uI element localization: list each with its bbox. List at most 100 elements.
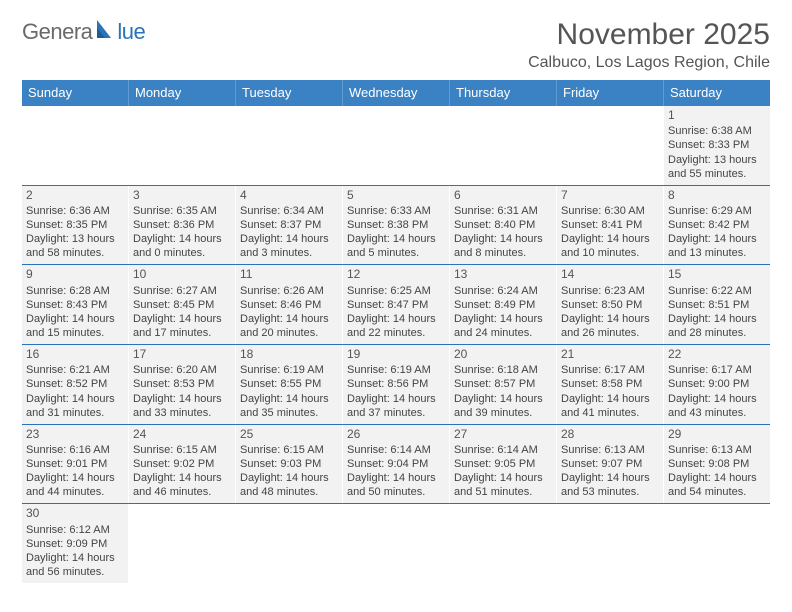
day-cell: 2Sunrise: 6:36 AMSunset: 8:35 PMDaylight… (22, 186, 129, 265)
sunset-text: Sunset: 8:35 PM (26, 218, 124, 232)
day-number: 2 (26, 188, 124, 203)
day-cell: 8Sunrise: 6:29 AMSunset: 8:42 PMDaylight… (664, 186, 770, 265)
sunset-text: Sunset: 8:43 PM (26, 298, 124, 312)
daylight-text: and 44 minutes. (26, 485, 124, 499)
day-cell: 13Sunrise: 6:24 AMSunset: 8:49 PMDayligh… (450, 265, 557, 344)
sunset-text: Sunset: 8:38 PM (347, 218, 445, 232)
daylight-text: and 15 minutes. (26, 326, 124, 340)
day-cell: 20Sunrise: 6:18 AMSunset: 8:57 PMDayligh… (450, 345, 557, 424)
day-number: 27 (454, 427, 552, 442)
sunrise-text: Sunrise: 6:13 AM (561, 443, 659, 457)
sunrise-text: Sunrise: 6:38 AM (668, 124, 766, 138)
day-number: 24 (133, 427, 231, 442)
sunrise-text: Sunrise: 6:25 AM (347, 284, 445, 298)
day-number: 14 (561, 267, 659, 282)
weekday-header: Sunday (22, 80, 129, 106)
day-cell: 18Sunrise: 6:19 AMSunset: 8:55 PMDayligh… (236, 345, 343, 424)
daylight-text: Daylight: 14 hours (454, 471, 552, 485)
day-cell: 27Sunrise: 6:14 AMSunset: 9:05 PMDayligh… (450, 425, 557, 504)
weekday-header: Saturday (664, 80, 770, 106)
sunrise-text: Sunrise: 6:15 AM (240, 443, 338, 457)
day-cell: 22Sunrise: 6:17 AMSunset: 9:00 PMDayligh… (664, 345, 770, 424)
day-number: 9 (26, 267, 124, 282)
sunset-text: Sunset: 8:53 PM (133, 377, 231, 391)
day-cell: 25Sunrise: 6:15 AMSunset: 9:03 PMDayligh… (236, 425, 343, 504)
daylight-text: Daylight: 14 hours (240, 392, 338, 406)
logo-text-2: lue (117, 19, 145, 45)
sunrise-text: Sunrise: 6:30 AM (561, 204, 659, 218)
day-number: 1 (668, 108, 766, 123)
daylight-text: Daylight: 14 hours (240, 312, 338, 326)
sunset-text: Sunset: 8:36 PM (133, 218, 231, 232)
weekday-header: Wednesday (343, 80, 450, 106)
empty-cell (236, 106, 343, 185)
sunset-text: Sunset: 9:00 PM (668, 377, 766, 391)
day-cell: 17Sunrise: 6:20 AMSunset: 8:53 PMDayligh… (129, 345, 236, 424)
sunrise-text: Sunrise: 6:36 AM (26, 204, 124, 218)
day-cell: 6Sunrise: 6:31 AMSunset: 8:40 PMDaylight… (450, 186, 557, 265)
day-number: 5 (347, 188, 445, 203)
daylight-text: Daylight: 14 hours (133, 471, 231, 485)
sunset-text: Sunset: 8:49 PM (454, 298, 552, 312)
empty-cell (343, 106, 450, 185)
daylight-text: Daylight: 14 hours (133, 312, 231, 326)
daylight-text: Daylight: 14 hours (668, 471, 766, 485)
daylight-text: Daylight: 14 hours (26, 312, 124, 326)
calendar-week: 16Sunrise: 6:21 AMSunset: 8:52 PMDayligh… (22, 345, 770, 425)
day-number: 17 (133, 347, 231, 362)
daylight-text: Daylight: 14 hours (26, 471, 124, 485)
sunset-text: Sunset: 9:02 PM (133, 457, 231, 471)
day-cell: 3Sunrise: 6:35 AMSunset: 8:36 PMDaylight… (129, 186, 236, 265)
daylight-text: and 39 minutes. (454, 406, 552, 420)
sunset-text: Sunset: 8:37 PM (240, 218, 338, 232)
daylight-text: Daylight: 14 hours (133, 232, 231, 246)
title-block: November 2025 Calbuco, Los Lagos Region,… (528, 18, 770, 72)
daylight-text: Daylight: 14 hours (454, 312, 552, 326)
daylight-text: Daylight: 13 hours (668, 153, 766, 167)
calendar-week: 9Sunrise: 6:28 AMSunset: 8:43 PMDaylight… (22, 265, 770, 345)
sunrise-text: Sunrise: 6:19 AM (240, 363, 338, 377)
daylight-text: Daylight: 14 hours (561, 232, 659, 246)
day-cell: 30Sunrise: 6:12 AMSunset: 9:09 PMDayligh… (22, 504, 129, 583)
sunrise-text: Sunrise: 6:28 AM (26, 284, 124, 298)
day-number: 30 (26, 506, 124, 521)
day-cell: 4Sunrise: 6:34 AMSunset: 8:37 PMDaylight… (236, 186, 343, 265)
sunrise-text: Sunrise: 6:15 AM (133, 443, 231, 457)
day-number: 4 (240, 188, 338, 203)
daylight-text: Daylight: 14 hours (668, 392, 766, 406)
month-title: November 2025 (528, 18, 770, 52)
sunrise-text: Sunrise: 6:23 AM (561, 284, 659, 298)
day-cell: 1Sunrise: 6:38 AMSunset: 8:33 PMDaylight… (664, 106, 770, 185)
daylight-text: and 17 minutes. (133, 326, 231, 340)
sunrise-text: Sunrise: 6:27 AM (133, 284, 231, 298)
daylight-text: Daylight: 13 hours (26, 232, 124, 246)
sunrise-text: Sunrise: 6:21 AM (26, 363, 124, 377)
sunset-text: Sunset: 9:07 PM (561, 457, 659, 471)
daylight-text: and 5 minutes. (347, 246, 445, 260)
header-row: Genera lue November 2025 Calbuco, Los La… (22, 18, 770, 72)
daylight-text: Daylight: 14 hours (561, 471, 659, 485)
sunrise-text: Sunrise: 6:19 AM (347, 363, 445, 377)
day-cell: 23Sunrise: 6:16 AMSunset: 9:01 PMDayligh… (22, 425, 129, 504)
daylight-text: and 22 minutes. (347, 326, 445, 340)
day-number: 19 (347, 347, 445, 362)
daylight-text: Daylight: 14 hours (454, 392, 552, 406)
daylight-text: and 10 minutes. (561, 246, 659, 260)
daylight-text: Daylight: 14 hours (347, 471, 445, 485)
daylight-text: and 0 minutes. (133, 246, 231, 260)
sunset-text: Sunset: 8:57 PM (454, 377, 552, 391)
daylight-text: Daylight: 14 hours (347, 312, 445, 326)
day-cell: 11Sunrise: 6:26 AMSunset: 8:46 PMDayligh… (236, 265, 343, 344)
sunrise-text: Sunrise: 6:33 AM (347, 204, 445, 218)
day-number: 23 (26, 427, 124, 442)
daylight-text: and 3 minutes. (240, 246, 338, 260)
empty-cell (664, 504, 770, 583)
daylight-text: and 51 minutes. (454, 485, 552, 499)
empty-cell (450, 106, 557, 185)
daylight-text: Daylight: 14 hours (347, 392, 445, 406)
daylight-text: and 46 minutes. (133, 485, 231, 499)
sunrise-text: Sunrise: 6:12 AM (26, 523, 124, 537)
sunset-text: Sunset: 9:01 PM (26, 457, 124, 471)
day-number: 10 (133, 267, 231, 282)
daylight-text: and 26 minutes. (561, 326, 659, 340)
